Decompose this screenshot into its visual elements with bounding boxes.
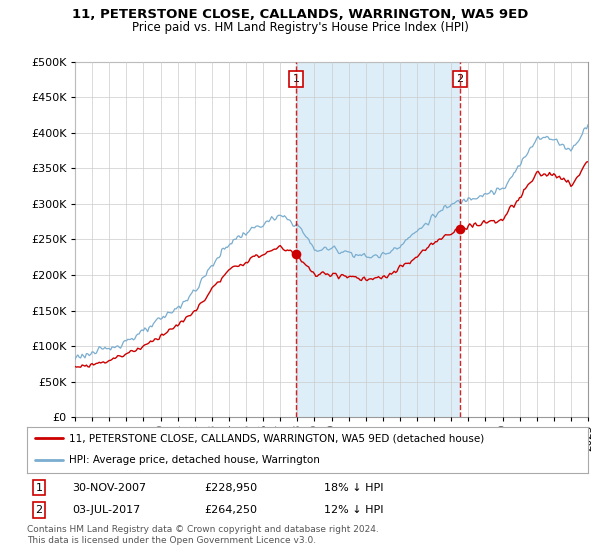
- Text: 2: 2: [35, 505, 43, 515]
- Text: 30-NOV-2007: 30-NOV-2007: [72, 483, 146, 493]
- Bar: [296, 62, 460, 417]
- Text: £228,950: £228,950: [204, 483, 257, 493]
- Text: 1: 1: [292, 74, 299, 84]
- Text: 12% ↓ HPI: 12% ↓ HPI: [324, 505, 383, 515]
- Text: Contains HM Land Registry data © Crown copyright and database right 2024.
This d: Contains HM Land Registry data © Crown c…: [27, 525, 379, 545]
- Text: 11, PETERSTONE CLOSE, CALLANDS, WARRINGTON, WA5 9ED (detached house): 11, PETERSTONE CLOSE, CALLANDS, WARRINGT…: [69, 433, 484, 444]
- Text: 11, PETERSTONE CLOSE, CALLANDS, WARRINGTON, WA5 9ED: 11, PETERSTONE CLOSE, CALLANDS, WARRINGT…: [72, 8, 528, 21]
- Text: 18% ↓ HPI: 18% ↓ HPI: [324, 483, 383, 493]
- Text: £264,250: £264,250: [204, 505, 257, 515]
- Text: HPI: Average price, detached house, Warrington: HPI: Average price, detached house, Warr…: [69, 455, 320, 465]
- Text: 03-JUL-2017: 03-JUL-2017: [72, 505, 140, 515]
- Text: 1: 1: [35, 483, 43, 493]
- Text: 2: 2: [456, 74, 463, 84]
- Text: Price paid vs. HM Land Registry's House Price Index (HPI): Price paid vs. HM Land Registry's House …: [131, 21, 469, 34]
